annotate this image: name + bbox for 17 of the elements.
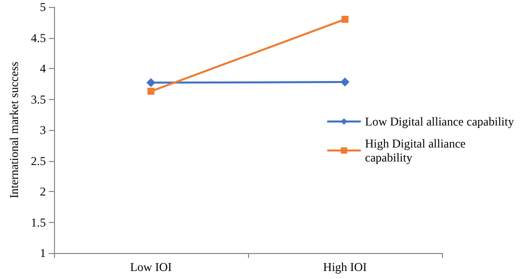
y-tick-label: 2 xyxy=(40,184,46,198)
y-axis-title: International market success xyxy=(7,61,21,198)
y-tick-label: 1.5 xyxy=(30,215,46,230)
legend-label: High Digital alliance capability xyxy=(365,136,469,164)
x-tick-label: Low IOI xyxy=(130,260,172,274)
point xyxy=(146,78,156,88)
y-tick-label: 5 xyxy=(40,0,46,14)
point xyxy=(147,88,154,95)
y-tick-label: 4.5 xyxy=(30,30,46,45)
point xyxy=(341,16,348,23)
y-tick-label: 4 xyxy=(40,62,46,76)
legend-label: Low Digital alliance capability xyxy=(365,114,514,128)
y-tick-label: 3.5 xyxy=(30,92,46,106)
y-tick-label: 2.5 xyxy=(30,154,46,168)
y-tick-label: 1 xyxy=(40,246,46,260)
y-tick-label: 3 xyxy=(40,123,46,137)
x-tick-label: High IOI xyxy=(323,260,367,274)
